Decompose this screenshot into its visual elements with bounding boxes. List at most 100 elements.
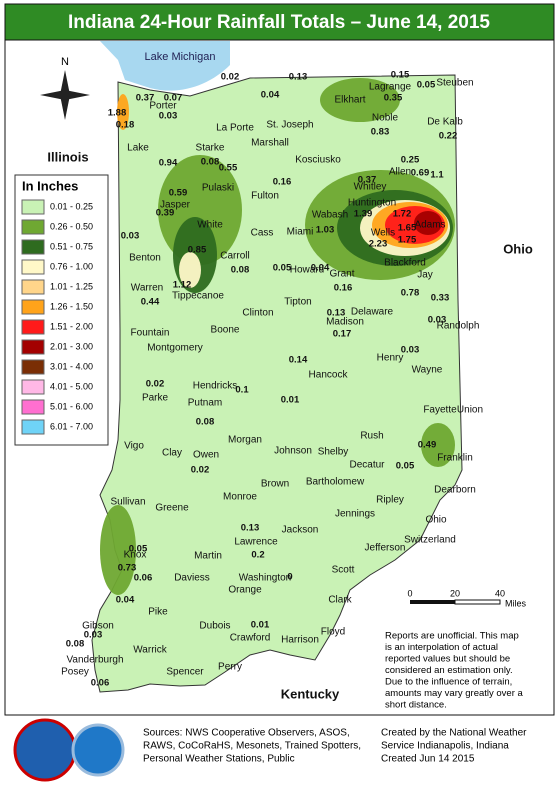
county-label: St. Joseph [266,120,313,131]
rainfall-value: 1.75 [398,235,417,246]
note-line: amounts may vary greatly over a [385,688,524,699]
rainfall-value: 0.02 [146,379,165,390]
rainfall-value: 1.1 [430,170,444,181]
county-label: Grant [329,269,354,280]
rainfall-value: 0.44 [141,297,160,308]
county-label: Clark [328,595,352,606]
county-label: Blackford [384,258,426,269]
county-label: La Porte [216,123,254,134]
county-label: Fountain [131,328,170,339]
rainfall-value: 0.05 [417,80,436,91]
rainfall-value: 0.03 [428,315,447,326]
rainfall-value: 0.25 [401,155,420,166]
legend-swatch [21,399,45,415]
legend-swatch [21,379,45,395]
county-label: Gibson [82,621,114,632]
rainfall-value: 0.08 [196,417,215,428]
rainfall-value: 0.59 [169,188,188,199]
rainfall-value: 0.03 [401,345,420,356]
legend-title: In Inches [22,178,78,193]
county-label: Pulaski [202,183,234,194]
rainfall-value: 0.83 [371,127,390,138]
rainfall-value: 0.05 [129,544,148,555]
north-arrow [40,70,90,120]
county-label: Bartholomew [306,477,365,488]
county-label: Floyd [321,627,345,638]
zone [421,423,455,467]
county-label: Vigo [124,441,144,452]
note-line: is an interpolation of actual [385,642,498,653]
rainfall-value: 0.17 [333,329,352,340]
county-label: Dubois [199,621,230,632]
legend-swatch [21,359,45,375]
legend-label: 0.01 - 0.25 [50,201,93,211]
county-label: Franklin [437,453,473,464]
rainfall-value: 0.04 [116,595,135,606]
county-label: Wells [371,228,395,239]
rainfall-value: 0.08 [231,265,250,276]
county-label: Rush [360,431,383,442]
zone [117,94,129,130]
rainfall-value: 1.65 [398,223,417,234]
created-line: Created Jun 14 2015 [381,754,475,765]
county-label: Johnson [274,446,312,457]
county-label: Morgan [228,435,262,446]
north-label: N [61,56,69,68]
rain-zones [100,78,455,595]
county-label: Jasper [160,200,191,211]
county-label: Sullivan [110,497,145,508]
rainfall-value: 1.72 [393,209,412,220]
rainfall-value: 0.03 [84,630,103,641]
legend-label: 0.26 - 0.50 [50,221,93,231]
title: Indiana 24-Hour Rainfall Totals – June 1… [68,12,490,33]
sources-line: Personal Weather Stations, Public [143,754,295,765]
legend-label: 5.01 - 6.00 [50,401,93,411]
county-label: Shelby [318,447,349,458]
county-label: Henry [377,353,404,364]
zone [179,252,201,288]
rainfall-value: 0.85 [188,245,207,256]
legend-swatch [21,219,45,235]
rainfall-value: 0.08 [201,157,220,168]
county-label: Union [457,405,483,416]
legend-label: 1.51 - 2.00 [50,321,93,331]
county-label: Warrick [133,645,168,656]
county-label: Porter [149,101,177,112]
rainfall-value: 0.07 [164,93,183,104]
county-label: Harrison [281,635,319,646]
county-label: Martin [194,551,222,562]
rainfall-value: 0.01 [251,620,270,631]
county-label: Crawford [230,633,271,644]
created-line: Created by the National Weather [381,728,527,739]
county-label: Parke [142,393,169,404]
county-label: Tippecanoe [172,291,224,302]
rainfall-value: 0.37 [358,175,377,186]
rainfall-value: 0.2 [251,550,264,561]
rainfall-value: 0.22 [439,131,458,142]
county-label: Pike [148,607,168,618]
scale-label: Miles [505,598,527,608]
county-label: Kosciusko [295,155,341,166]
county-label: Tipton [284,297,311,308]
county-label: Noble [372,113,399,124]
county-label: Montgomery [147,343,203,354]
legend-label: 4.01 - 5.00 [50,381,93,391]
scale-label: 20 [450,588,460,598]
county-label: Scott [332,565,355,576]
county-label: Clay [162,448,182,459]
rainfall-value: 0.03 [159,111,178,122]
county-label: Fulton [251,191,279,202]
county-label: Cass [251,228,274,239]
rainfall-value: 0.05 [273,263,292,274]
county-label: Hancock [309,370,349,381]
rainfall-value: 1.39 [354,209,373,220]
note-line: Due to the influence of terrain, [385,677,512,688]
legend-swatch [21,419,45,435]
county-label: Greene [155,503,189,514]
county-label: Owen [193,450,219,461]
county-label: Switzerland [404,535,456,546]
county-label: Daviess [174,573,210,584]
county-label: Huntington [348,198,396,209]
zone [100,505,136,595]
